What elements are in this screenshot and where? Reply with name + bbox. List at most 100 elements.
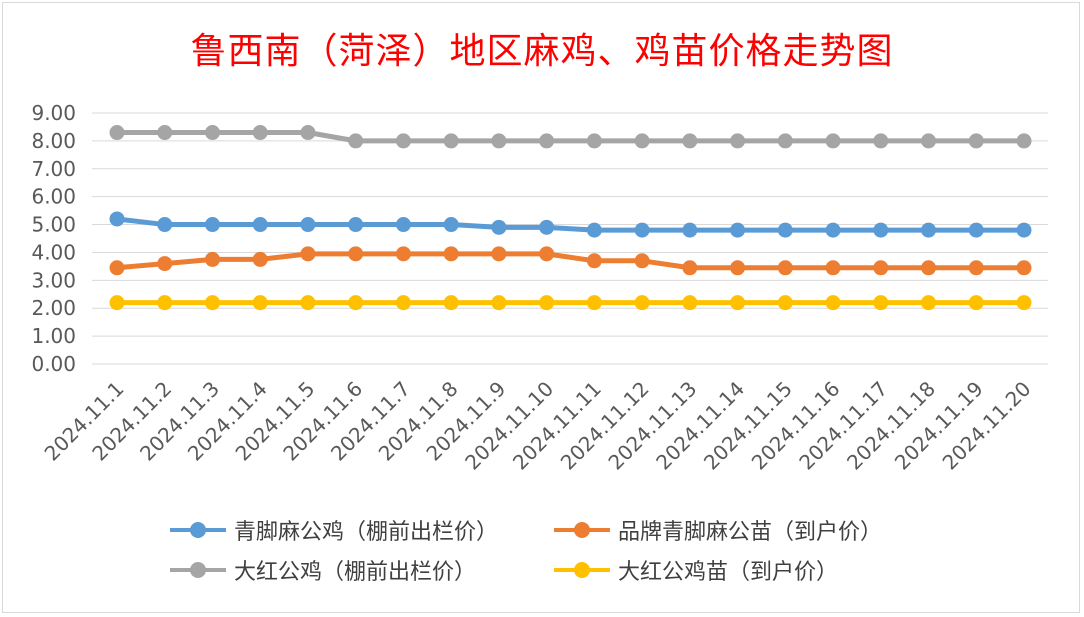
data-point [204, 295, 220, 311]
series-line [117, 130, 1024, 144]
data-point [252, 251, 268, 267]
data-point [300, 125, 316, 141]
data-point [395, 295, 411, 311]
x-axis-ticks: 2024.11.12024.11.22024.11.32024.11.42024… [40, 377, 1036, 475]
chart-title: 鲁西南（菏泽）地区麻鸡、鸡苗价格走势图 [190, 31, 894, 72]
data-point [157, 295, 173, 311]
data-point [873, 222, 889, 238]
y-tick-label: 6.00 [31, 185, 76, 209]
data-point [1016, 133, 1032, 149]
data-point [348, 246, 364, 262]
data-point [586, 295, 602, 311]
data-point [252, 125, 268, 141]
data-point [204, 217, 220, 233]
data-point [777, 133, 793, 149]
data-point [825, 222, 841, 238]
data-point [348, 295, 364, 311]
data-point [825, 133, 841, 149]
y-axis-ticks: 9.00 8.00 7.00 6.00 5.00 4.00 3.00 2.00 1.00 0.00 [31, 101, 76, 376]
data-point [825, 260, 841, 276]
data-point [443, 295, 459, 311]
legend-item-red-rooster: 大红公鸡（棚前出栏价） [170, 554, 476, 586]
data-point [921, 222, 937, 238]
data-point [586, 222, 602, 238]
data-point [777, 222, 793, 238]
y-tick-label: 4.00 [31, 240, 76, 264]
data-point [491, 295, 507, 311]
data-point [443, 217, 459, 233]
data-point [491, 246, 507, 262]
data-point [873, 260, 889, 276]
data-point [682, 133, 698, 149]
y-tick-label: 8.00 [31, 129, 76, 153]
series-1 [109, 246, 1032, 276]
data-point [109, 295, 125, 311]
data-point [395, 246, 411, 262]
data-point [348, 217, 364, 233]
data-point [395, 133, 411, 149]
data-point [252, 295, 268, 311]
data-point [204, 251, 220, 267]
data-point [873, 295, 889, 311]
data-point [491, 133, 507, 149]
legend-swatch [170, 562, 226, 578]
data-point [586, 133, 602, 149]
data-point [252, 217, 268, 233]
data-point [634, 222, 650, 238]
data-point [873, 133, 889, 149]
data-point [300, 295, 316, 311]
data-point [539, 133, 555, 149]
data-point [921, 133, 937, 149]
legend-item-qingjiao-rooster: 青脚麻公鸡（棚前出栏价） [170, 514, 498, 546]
data-point [634, 133, 650, 149]
series-3 [109, 295, 1032, 311]
data-point [730, 295, 746, 311]
data-point [682, 222, 698, 238]
data-point [682, 260, 698, 276]
data-point [968, 295, 984, 311]
data-point [1016, 260, 1032, 276]
data-point [777, 295, 793, 311]
legend-label: 青脚麻公鸡（棚前出栏价） [234, 520, 499, 545]
data-point [634, 253, 650, 269]
data-point [777, 260, 793, 276]
data-point [157, 217, 173, 233]
series-2 [109, 125, 1032, 149]
legend-swatch [554, 562, 610, 578]
y-tick-label: 2.00 [31, 296, 76, 320]
data-point [730, 260, 746, 276]
data-point [109, 211, 125, 227]
data-point [825, 295, 841, 311]
legend-item-red-chick: 大红公鸡苗（到户价） [554, 554, 838, 586]
data-point [730, 222, 746, 238]
data-point [204, 125, 220, 141]
legend-item-brand-chick: 品牌青脚麻公苗（到户价） [554, 514, 882, 546]
y-tick-label: 1.00 [31, 324, 76, 348]
data-point [109, 260, 125, 276]
legend-label: 大红公鸡苗（到户价） [618, 560, 839, 585]
data-point [491, 219, 507, 235]
y-tick-label: 3.00 [31, 268, 76, 292]
data-point [539, 295, 555, 311]
data-point [968, 133, 984, 149]
series-0 [109, 211, 1032, 238]
series-line [116, 216, 1024, 233]
data-point [395, 217, 411, 233]
data-point [539, 246, 555, 262]
legend: 青脚麻公鸡（棚前出栏价） 品牌青脚麻公苗（到户价） 大红公鸡（棚前出栏价） 大红… [0, 508, 1084, 598]
y-tick-label: 0.00 [31, 352, 76, 376]
data-point [968, 260, 984, 276]
y-tick-label: 5.00 [31, 213, 76, 237]
legend-label: 大红公鸡（棚前出栏价） [234, 560, 477, 585]
data-point [443, 133, 459, 149]
series-lines [109, 125, 1032, 311]
data-point [539, 219, 555, 235]
data-point [634, 295, 650, 311]
legend-swatch [554, 522, 610, 538]
data-point [921, 260, 937, 276]
data-point [157, 125, 173, 141]
data-point [921, 295, 937, 311]
data-point [1016, 222, 1032, 238]
data-point [300, 217, 316, 233]
